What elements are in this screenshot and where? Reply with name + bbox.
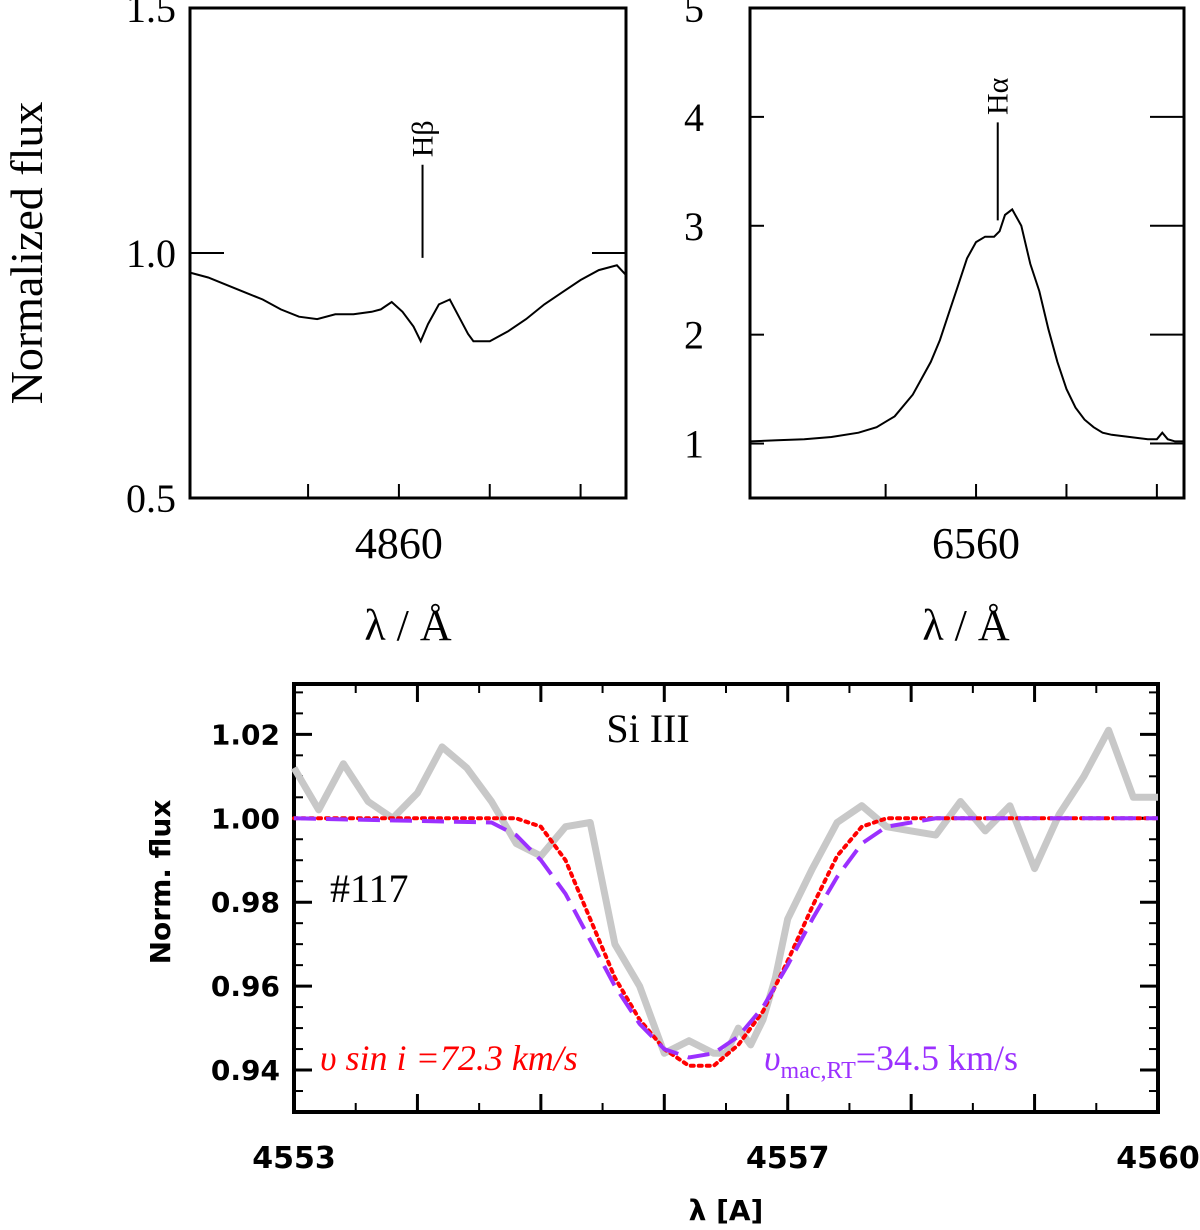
si3-ytick-label: 1.02 — [211, 718, 280, 751]
hbeta-ytick-label: 1.5 — [126, 0, 176, 31]
shared-y-axis-label: Normalized flux — [1, 102, 52, 405]
si3-vmac-subscript: mac,RT — [781, 1058, 857, 1084]
si3-vsini-model-line — [292, 816, 1160, 1068]
si3-ytick-label: 0.96 — [211, 970, 280, 1003]
hbeta-ticks: 0.5 1.0 1.5 4860 — [126, 0, 626, 568]
si3-ticks: 0.94 0.96 0.98 1.00 1.02 4553 4557 4560 — [211, 684, 1200, 1176]
halpha-ytick-label: 3 — [684, 204, 704, 249]
si3-xtick-label: 4560 — [1116, 1141, 1200, 1176]
si3-xtick-label: 4553 — [252, 1141, 336, 1176]
si3-vsini-annotation: υ sin i =72.3 km/s — [320, 1038, 578, 1078]
si3-ytick-label: 1.00 — [211, 802, 280, 835]
si3-vmac-symbol: υ — [764, 1038, 781, 1078]
halpha-marker-label: Hα — [982, 77, 1015, 115]
panel-hbeta: 0.5 1.0 1.5 4860 Hβ λ / Å — [126, 0, 628, 650]
hbeta-frame — [188, 6, 628, 500]
si3-x-axis-label: λ [A] — [689, 1194, 764, 1227]
hbeta-xtick-label: 4860 — [355, 519, 443, 568]
hbeta-ytick-label: 1.0 — [126, 231, 176, 276]
halpha-ticks: 1 2 3 4 5 6560 — [684, 0, 1184, 568]
si3-observed-line — [290, 726, 1158, 1057]
halpha-ytick-label: 1 — [684, 422, 704, 467]
halpha-spectrum-line — [749, 207, 1184, 443]
halpha-frame — [748, 6, 1186, 500]
hbeta-spectrum-line — [189, 264, 627, 344]
si3-xtick-label: 4557 — [746, 1141, 830, 1176]
hbeta-x-axis-label: λ / Å — [364, 601, 452, 650]
halpha-axes — [748, 6, 1186, 500]
hbeta-ytick-label: 0.5 — [126, 476, 176, 521]
si3-star-id: #117 — [330, 866, 409, 911]
panel-halpha: 1 2 3 4 5 6560 Hα λ / Å — [684, 0, 1186, 650]
si3-y-axis-label: Norm. flux — [144, 800, 177, 965]
si3-title: Si III — [606, 706, 689, 751]
hbeta-marker-label: Hβ — [407, 120, 440, 157]
si3-vmac-model-line — [293, 816, 1158, 1060]
halpha-ytick-label: 4 — [684, 95, 704, 140]
halpha-ytick-label: 2 — [684, 313, 704, 358]
si3-ytick-label: 0.98 — [211, 886, 280, 919]
halpha-xtick-label: 6560 — [932, 519, 1020, 568]
halpha-ytick-label: 5 — [684, 0, 704, 31]
si3-vmac-value: =34.5 km/s — [856, 1038, 1018, 1078]
halpha-x-axis-label: λ / Å — [922, 601, 1010, 650]
si3-ytick-label: 0.94 — [211, 1054, 280, 1087]
si3-vmac-annotation: υmac,RT=34.5 km/s — [764, 1038, 1018, 1084]
hbeta-axes — [188, 6, 628, 500]
